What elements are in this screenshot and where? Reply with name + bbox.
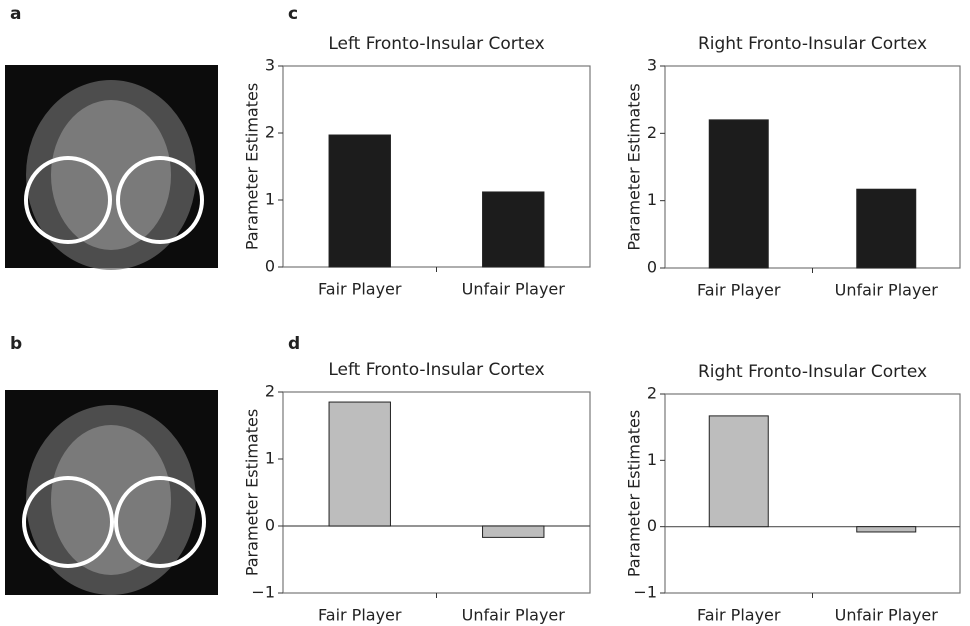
y-axis-label: Parameter Estimates xyxy=(243,83,262,250)
x-tick-label: Unfair Player xyxy=(835,606,939,625)
x-tick-label: Fair Player xyxy=(697,281,781,300)
y-tick-label: −1 xyxy=(633,583,657,602)
bar xyxy=(483,192,544,267)
x-tick-label: Unfair Player xyxy=(462,280,566,299)
figure: a b c d Left Fronto-Insular Cortex Parame… xyxy=(0,0,970,626)
panel-label: c xyxy=(288,4,298,24)
chart-title: Right Fronto-Insular Cortex xyxy=(698,34,927,54)
bar xyxy=(857,527,916,532)
y-tick-label: 2 xyxy=(265,382,275,401)
bar xyxy=(329,402,390,526)
x-tick-label: Unfair Player xyxy=(835,281,939,300)
y-tick-label: 3 xyxy=(265,56,275,75)
x-tick-label: Fair Player xyxy=(318,280,402,299)
y-tick-label: 1 xyxy=(647,190,657,209)
y-axis-label: Parameter Estimates xyxy=(625,83,644,250)
chart-title: Left Fronto-Insular Cortex xyxy=(328,360,544,380)
y-tick-label: 1 xyxy=(265,190,275,209)
y-axis-label: Parameter Estimates xyxy=(625,410,644,577)
bar xyxy=(483,526,544,537)
bar xyxy=(329,135,390,267)
y-tick-label: 1 xyxy=(265,449,275,468)
brain-image xyxy=(5,65,218,270)
bar xyxy=(857,189,916,268)
panel-label: a xyxy=(10,4,21,24)
bar xyxy=(709,120,768,268)
y-axis-label: Parameter Estimates xyxy=(243,409,262,576)
bar xyxy=(709,416,768,527)
panel-label: b xyxy=(10,334,22,354)
brain-image xyxy=(5,390,218,595)
y-tick-label: 0 xyxy=(265,257,275,276)
y-tick-label: 0 xyxy=(647,516,657,535)
y-tick-label: 0 xyxy=(265,516,275,535)
y-tick-label: −1 xyxy=(251,583,275,602)
chart-title: Right Fronto-Insular Cortex xyxy=(698,362,927,382)
y-tick-label: 2 xyxy=(265,123,275,142)
y-tick-label: 0 xyxy=(647,258,657,277)
x-tick-label: Unfair Player xyxy=(462,606,566,625)
y-tick-label: 2 xyxy=(647,384,657,403)
y-tick-label: 2 xyxy=(647,123,657,142)
x-tick-label: Fair Player xyxy=(697,606,781,625)
x-tick-label: Fair Player xyxy=(318,606,402,625)
panel-label: d xyxy=(288,334,300,354)
y-tick-label: 3 xyxy=(647,56,657,75)
y-tick-label: 1 xyxy=(647,450,657,469)
chart-title: Left Fronto-Insular Cortex xyxy=(328,34,544,54)
